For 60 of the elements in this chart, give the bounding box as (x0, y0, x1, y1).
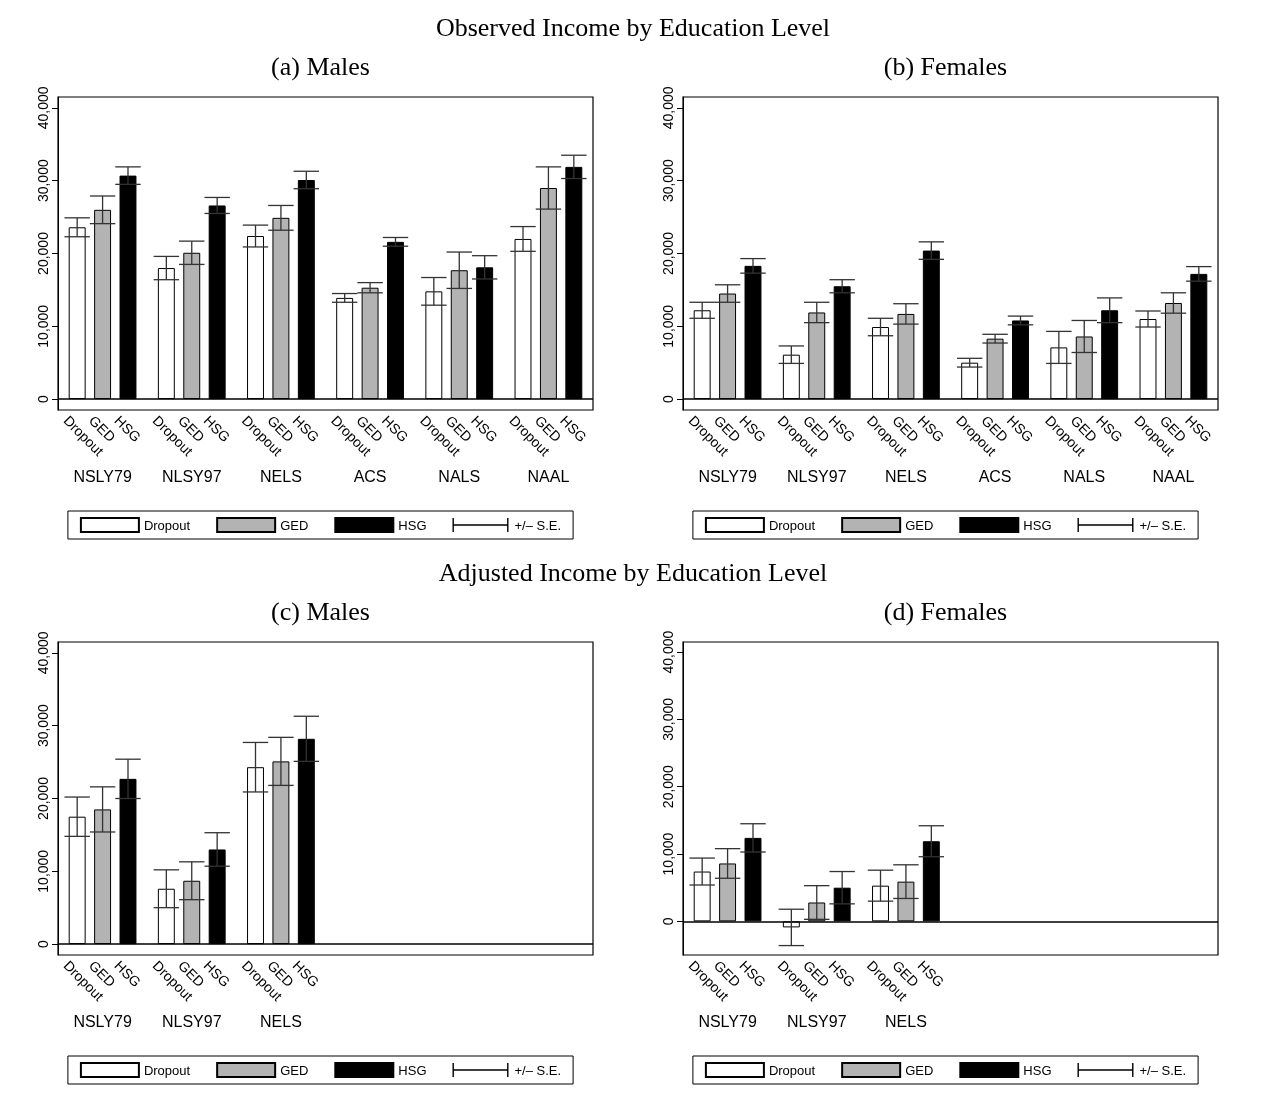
x-tick-label: NAAL (1152, 467, 1195, 485)
legend-label: Dropout (143, 1062, 191, 1078)
chart-title: Observed Income by Education Level (434, 12, 832, 44)
x-tick-label: ACS (353, 467, 387, 485)
y-tick-label: 30,000 (660, 697, 676, 741)
x-tick-label: NALS (438, 467, 481, 485)
x-tick-label: NLSY97 (161, 1012, 222, 1030)
x-tick-label: NSLY79 (73, 1012, 132, 1030)
x-tick-label: NSLY79 (698, 467, 757, 485)
x-tick-label: NSLY79 (698, 1012, 757, 1030)
y-tick-label: 20,000 (35, 776, 51, 820)
y-tick-label: 40,000 (660, 630, 676, 674)
y-tick-label: 40,000 (35, 631, 51, 675)
y-tick-label: 40,000 (35, 86, 51, 130)
legend-label: Dropout (143, 517, 191, 533)
chart-subtitle: (c) Males (271, 596, 370, 626)
text: +/– S.E. (1139, 1062, 1187, 1078)
x-tick-label: NALS (1063, 467, 1106, 485)
legend-label: Dropout (768, 1062, 816, 1078)
legend-label: GED (905, 517, 934, 533)
text: +/– S.E. (1139, 517, 1187, 533)
text: +/– S.E. (514, 1062, 562, 1078)
y-tick-label: 30,000 (660, 159, 676, 203)
y-tick-label: 0 (35, 394, 51, 403)
chart-title: Adjusted Income by Education Level (437, 557, 829, 589)
text: +/– S.E. (514, 517, 562, 533)
legend-label: HSG (398, 1062, 427, 1078)
y-tick-label: 0 (35, 939, 51, 948)
x-tick-label: NSLY79 (73, 467, 132, 485)
chart-subtitle: (b) Females (883, 51, 1008, 81)
x-tick-label: NELS (885, 1012, 927, 1030)
legend-label: GED (905, 1062, 934, 1078)
y-tick-label: 10,000 (660, 832, 676, 876)
x-tick-label: NAAL (527, 467, 570, 485)
x-tick-label: NLSY97 (786, 1012, 847, 1030)
y-tick-label: 20,000 (660, 765, 676, 809)
x-tick-label: NLSY97 (161, 467, 222, 485)
chart-subtitle: (d) Females (883, 596, 1008, 626)
y-tick-label: 0 (660, 394, 676, 403)
x-tick-label: NLSY97 (786, 467, 847, 485)
chart-subtitle: (a) Males (271, 51, 370, 81)
x-tick-label: NELS (260, 1012, 302, 1030)
y-tick-label: 20,000 (660, 231, 676, 275)
y-tick-label: 10,000 (660, 304, 676, 348)
y-tick-label: 30,000 (35, 159, 51, 203)
legend-label: HSG (1023, 517, 1052, 533)
y-tick-label: 10,000 (35, 304, 51, 348)
x-tick-label: NELS (885, 467, 927, 485)
legend-label: HSG (398, 517, 427, 533)
y-tick-label: 10,000 (35, 849, 51, 893)
x-tick-label: NELS (260, 467, 302, 485)
y-tick-label: 40,000 (660, 86, 676, 130)
legend-label: Dropout (768, 517, 816, 533)
y-tick-label: 0 (660, 917, 676, 926)
y-tick-label: 20,000 (35, 231, 51, 275)
legend-label: GED (280, 517, 309, 533)
y-tick-label: 30,000 (35, 704, 51, 748)
legend-label: HSG (1023, 1062, 1052, 1078)
x-tick-label: ACS (978, 467, 1012, 485)
legend-label: GED (280, 1062, 309, 1078)
